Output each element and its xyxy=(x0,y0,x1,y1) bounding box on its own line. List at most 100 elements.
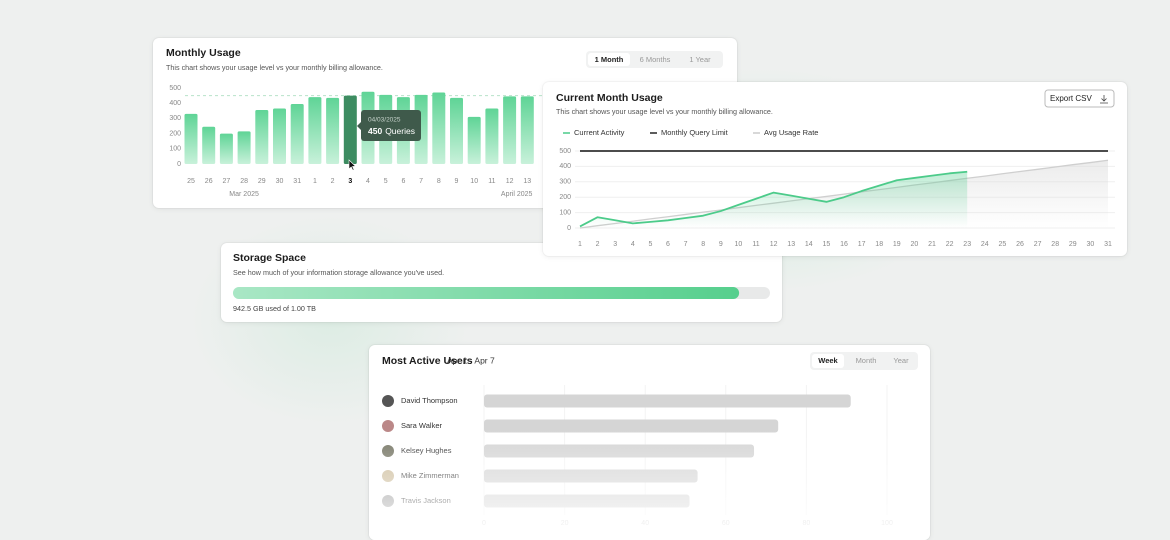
tab-active xyxy=(812,354,844,368)
tab[interactable]: 1 Month xyxy=(595,55,624,64)
x-tick-label: 7 xyxy=(419,178,423,185)
fade-overlay xyxy=(369,430,930,540)
card-subtitle: This chart shows your usage level vs you… xyxy=(556,107,773,116)
bar xyxy=(219,133,233,164)
x-tick-label: 17 xyxy=(858,241,866,248)
x-tick-label: 16 xyxy=(840,241,848,248)
active-users-card: Most Active Users Apr 1 - Apr 7 Week Mont… xyxy=(369,345,930,540)
y-tick-label: 400 xyxy=(169,100,181,107)
x-tick-label: 15 xyxy=(823,241,831,248)
tab[interactable]: Week xyxy=(818,356,838,365)
x-tick-label: 11 xyxy=(488,178,495,185)
x-tick-label: 25 xyxy=(999,241,1007,248)
x-tick-label: 30 xyxy=(1087,241,1095,248)
tab[interactable]: Year xyxy=(893,356,909,365)
x-tick-label: 9 xyxy=(455,178,459,185)
legend-label: Monthly Query Limit xyxy=(661,128,729,137)
card-subtitle: See how much of your information storage… xyxy=(233,268,444,277)
tab[interactable]: 6 Months xyxy=(640,55,671,64)
bar xyxy=(484,419,779,433)
x-tick-label: 3 xyxy=(348,178,352,185)
series-line xyxy=(579,170,968,228)
progress-caption: 942.5 GB used of 1.00 TB xyxy=(233,304,316,313)
y-tick-label: 100 xyxy=(559,209,571,216)
x-tick-label: 2 xyxy=(596,241,600,248)
tab-active xyxy=(588,53,630,66)
tooltip-unit: Queries xyxy=(385,126,415,136)
x-tick-label: 8 xyxy=(437,178,441,185)
x-tick-label: 1 xyxy=(578,241,582,248)
user-name: David Thompson xyxy=(401,396,458,405)
user-name: Sara Walker xyxy=(401,421,442,430)
bar xyxy=(503,96,517,164)
x-tick-label: 21 xyxy=(928,241,936,248)
bar xyxy=(485,108,499,164)
tab[interactable]: 1 Year xyxy=(689,55,711,64)
x-tick-label: 10 xyxy=(470,178,478,185)
y-tick-label: 300 xyxy=(559,179,571,186)
y-tick-label: 200 xyxy=(559,194,571,201)
tooltip xyxy=(361,110,421,141)
period-label: Mar 2025 xyxy=(229,191,259,198)
export-button-label[interactable]: Export CSV xyxy=(1050,94,1092,103)
bar xyxy=(184,113,198,164)
export-button[interactable] xyxy=(1044,89,1115,108)
y-tick-label: 500 xyxy=(559,148,571,155)
x-tick-label: 27 xyxy=(1034,241,1042,248)
tooltip-number: 450 xyxy=(368,126,382,136)
x-tick-label: 3 xyxy=(613,241,617,248)
x-tick-label: 4 xyxy=(631,241,635,248)
x-tick-label: 12 xyxy=(770,241,778,248)
bar xyxy=(290,103,304,164)
x-tick-label: 6 xyxy=(666,241,670,248)
card-subtitle: Apr 1 - Apr 7 xyxy=(447,355,495,365)
x-tick-label: 5 xyxy=(648,241,652,248)
bar xyxy=(484,394,851,408)
x-tick-label: 30 xyxy=(276,178,284,185)
y-tick-label: 400 xyxy=(559,163,571,170)
legend-label: Avg Usage Rate xyxy=(764,128,818,137)
card-title: Current Month Usage xyxy=(556,92,663,104)
x-tick-label: 13 xyxy=(523,178,531,185)
x-tick-label: 1 xyxy=(313,178,317,185)
card-title: Storage Space xyxy=(233,252,306,264)
tooltip-pointer xyxy=(357,122,361,130)
x-tick-label: 11 xyxy=(752,241,759,248)
y-tick-label: 0 xyxy=(567,225,571,232)
x-tick-label: 10 xyxy=(735,241,743,248)
x-tick-label: 24 xyxy=(981,241,989,248)
current-month-card: Current Month Usage This chart shows you… xyxy=(543,82,1127,256)
bar xyxy=(273,108,286,164)
x-tick-label: 14 xyxy=(805,241,813,248)
x-tick-label: 31 xyxy=(293,178,301,185)
x-tick-label: 19 xyxy=(893,241,901,248)
legend-label: Current Activity xyxy=(574,128,625,137)
x-tick-label: 6 xyxy=(401,178,405,185)
card-subtitle: This chart shows your usage level vs you… xyxy=(166,63,383,72)
area xyxy=(580,171,968,228)
y-tick-label: 0 xyxy=(177,161,181,168)
tooltip-title: 04/03/2025 xyxy=(368,117,401,124)
bar xyxy=(450,97,463,164)
bar xyxy=(432,92,446,164)
x-tick-label: 22 xyxy=(946,241,954,248)
x-tick-label: 9 xyxy=(719,241,723,248)
storage-card: Storage Space See how much of your infor… xyxy=(221,243,782,322)
bar xyxy=(326,97,340,164)
bar xyxy=(255,110,269,164)
x-tick-label: 31 xyxy=(1104,241,1112,248)
bar xyxy=(520,96,534,164)
x-tick-label: 27 xyxy=(223,178,231,185)
tab[interactable]: Month xyxy=(856,356,877,365)
y-tick-label: 300 xyxy=(169,115,181,122)
x-tick-label: 18 xyxy=(875,241,883,248)
y-tick-label: 100 xyxy=(169,146,181,153)
download-icon xyxy=(1100,95,1108,104)
bar xyxy=(308,97,322,164)
bar xyxy=(237,131,251,164)
avatar xyxy=(382,420,394,432)
avatar xyxy=(382,395,394,407)
bar xyxy=(467,116,481,164)
x-tick-label: 8 xyxy=(701,241,705,248)
